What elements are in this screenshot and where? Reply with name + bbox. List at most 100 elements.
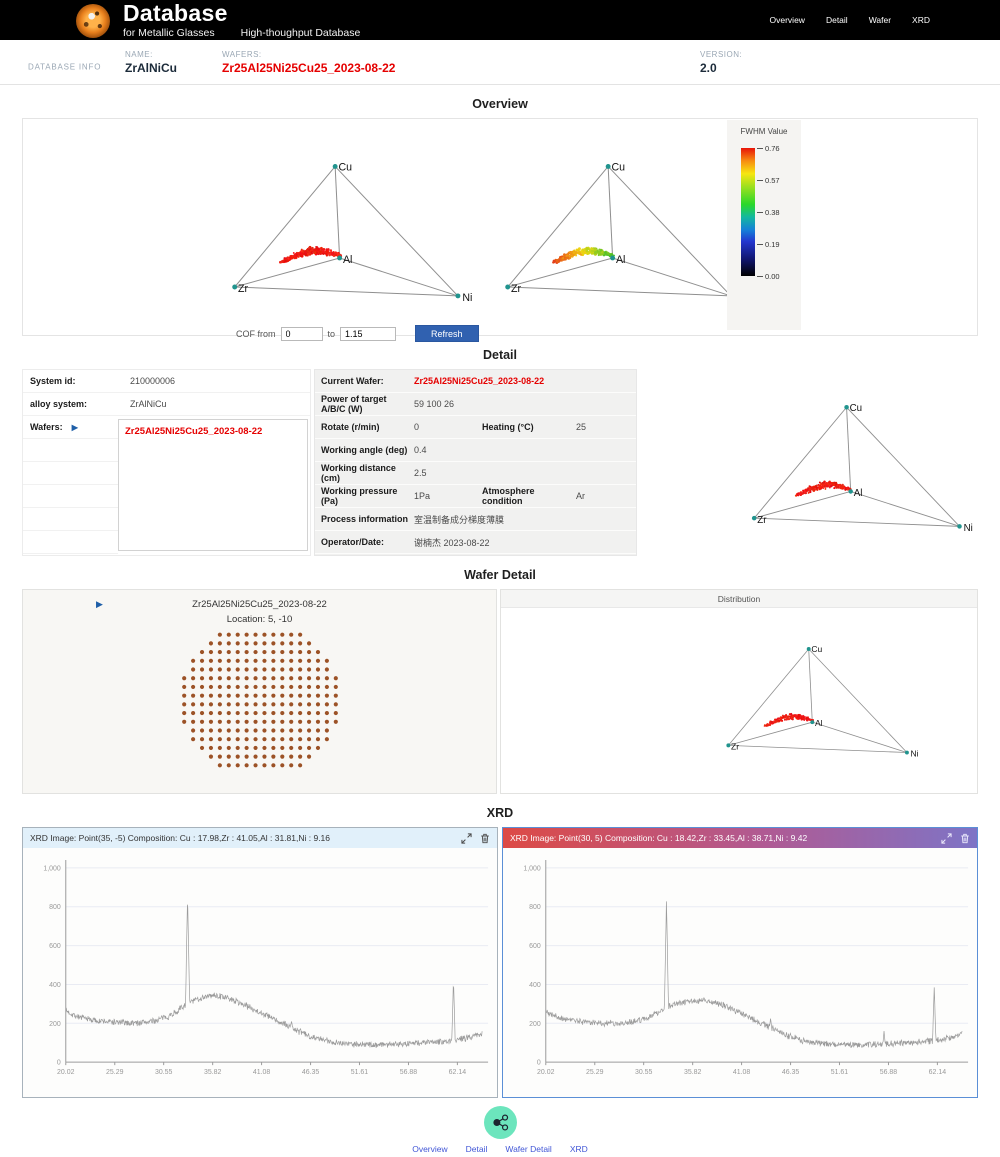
svg-text:Zr: Zr [757, 515, 767, 526]
svg-text:20.02: 20.02 [57, 1069, 75, 1076]
trash-icon[interactable] [480, 833, 490, 844]
wafer-dot-map[interactable] [176, 627, 344, 773]
svg-text:41.08: 41.08 [253, 1069, 271, 1076]
trash-icon[interactable] [960, 833, 970, 844]
svg-text:Cu: Cu [338, 161, 352, 173]
svg-text:600: 600 [49, 943, 61, 950]
cof-from-label: COF from [236, 328, 276, 339]
wafer-location-label: Location: 5, -10 [226, 614, 293, 625]
param-value: Ar [576, 491, 585, 501]
cof-to-input[interactable] [340, 326, 397, 341]
system-info-value: ZrAlNiCu [118, 393, 310, 416]
top-nav-overview[interactable]: Overview [769, 15, 805, 25]
svg-text:51.61: 51.61 [831, 1069, 849, 1076]
cof-from-input[interactable] [280, 326, 323, 341]
param-value: 0.4 [414, 445, 427, 455]
version-label: VERSION: [700, 49, 743, 59]
svg-text:Cu: Cu [811, 644, 822, 654]
database-info-label: DATABASE INFO [28, 62, 102, 72]
wafer-prev-arrow-icon[interactable]: ▶ [96, 599, 103, 609]
param-value: 2.5 [414, 468, 427, 478]
page-footer: Overview Detail Wafer Detail XRD [0, 1106, 1000, 1157]
cof-filter-row: COF from to Refresh [236, 325, 479, 342]
svg-text:51.61: 51.61 [351, 1069, 369, 1076]
footer-link-overview[interactable]: Overview [412, 1144, 448, 1154]
param-value: Zr25Al25Ni25Cu25_2023-08-22 [414, 376, 545, 386]
param-label: Working distance (cm) [321, 463, 396, 483]
svg-text:200: 200 [529, 1021, 541, 1028]
svg-text:46.35: 46.35 [782, 1069, 800, 1076]
svg-text:0: 0 [537, 1060, 541, 1067]
top-nav-detail[interactable]: Detail [825, 15, 848, 25]
system-info-label [23, 462, 118, 485]
app-logo-atomic-cluster-icon [76, 4, 110, 38]
param-label: Rotate (r/min) [321, 422, 380, 432]
footer-link-wafer-detail[interactable]: Wafer Detail [505, 1144, 552, 1154]
top-nav-wafer[interactable]: Wafer [868, 15, 892, 25]
expand-icon[interactable] [461, 832, 472, 844]
svg-text:62.14: 62.14 [929, 1069, 947, 1076]
svg-text:Ni: Ni [964, 523, 973, 534]
svg-text:30.55: 30.55 [635, 1069, 653, 1076]
svg-text:Al: Al [616, 254, 625, 266]
xrd-panel-2: XRD Image: Point(30, 5) Composition: Cu … [502, 827, 978, 1098]
fwhm-legend-tick: 0.00 [757, 272, 780, 281]
param-value: 谢楠杰 2023-08-22 [414, 537, 490, 548]
app-header: Database for Metallic Glasses High-thoug… [0, 0, 1000, 40]
svg-text:Al: Al [854, 488, 863, 499]
detail-diagram-area: Cu Zr Ni Al [640, 369, 978, 556]
param-row: Process information 室温制备成分梯度薄膜 [315, 508, 636, 531]
svg-text:41.08: 41.08 [733, 1069, 751, 1076]
svg-text:56.88: 56.88 [400, 1069, 418, 1076]
svg-text:1,000: 1,000 [523, 865, 541, 872]
name-value: ZrAlNiCu [125, 60, 177, 75]
xrd-section-title: XRD [486, 806, 514, 820]
xrd-header-2-text: XRD Image: Point(30, 5) Composition: Cu … [510, 833, 808, 843]
xrd-chart-area-1: 0 200 400 600 800 1,000 20.02 25.29 30.55 35.82 41… [23, 848, 497, 1097]
xrd-header-1-text: XRD Image: Point(35, -5) Composition: Cu… [30, 833, 331, 843]
param-row: Operator/Date: 谢楠杰 2023-08-22 [315, 531, 636, 554]
quaternary-diagram-distribution[interactable]: Cu Zr Ni Al [723, 640, 923, 774]
wafers-expand-arrow-icon[interactable]: ▶ [71, 422, 78, 432]
footer-link-xrd[interactable]: XRD [569, 1144, 588, 1154]
system-info-label: Wafers: ▶ [23, 416, 118, 439]
xrd-header-1: XRD Image: Point(35, -5) Composition: Cu… [23, 828, 497, 848]
wafer-detail-section: ▶ Zr25Al25Ni25Cu25_2023-08-22 Location: … [22, 589, 978, 794]
fwhm-colorbar-legend: FWHM Value 0.76 0.57 0.38 0.19 0.00 [727, 120, 801, 330]
quaternary-diagram-cof[interactable]: Cu Zr Ni Al [228, 155, 478, 323]
wafers-value[interactable]: Zr25Al25Ni25Cu25_2023-08-22 [222, 60, 396, 75]
wafer-list-item[interactable]: Zr25Al25Ni25Cu25_2023-08-22 [125, 426, 263, 437]
footer-link-detail[interactable]: Detail [465, 1144, 488, 1154]
database-info-bar: DATABASE INFO NAME: ZrAlNiCu WAFERS: Zr2… [0, 40, 1000, 85]
fwhm-legend-tick: 0.76 [757, 144, 780, 153]
svg-text:56.88: 56.88 [880, 1069, 898, 1076]
share-button[interactable] [483, 1106, 517, 1139]
xrd-chart-1[interactable]: 0 200 400 600 800 1,000 20.02 25.29 30.55 35.82 41… [23, 848, 497, 1097]
quaternary-diagram-detail[interactable]: Cu Zr Ni Al [748, 397, 978, 551]
refresh-button[interactable]: Refresh [415, 325, 479, 342]
fwhm-legend-tick: 0.38 [757, 208, 780, 217]
svg-text:800: 800 [529, 904, 541, 911]
fwhm-colorbar [741, 148, 755, 276]
xrd-panel-1: XRD Image: Point(35, -5) Composition: Cu… [22, 827, 498, 1098]
app-title: Database [123, 0, 228, 26]
param-label: Power of target A/B/C (W) [321, 394, 387, 414]
param-label: Atmosphere condition [482, 486, 535, 506]
top-nav-xrd[interactable]: XRD [912, 15, 930, 25]
system-info-value: 210000006 [118, 370, 310, 393]
param-row: Power of target A/B/C (W) 59 100 26 [315, 393, 636, 416]
wafer-map-title: Zr25Al25Ni25Cu25_2023-08-22 [192, 599, 327, 610]
wafer-detail-section-title: Wafer Detail [464, 568, 536, 582]
param-label: Current Wafer: [321, 376, 384, 386]
svg-text:Ni: Ni [911, 749, 919, 759]
param-value: 室温制备成分梯度薄膜 [414, 514, 505, 525]
svg-text:20.02: 20.02 [537, 1069, 555, 1076]
expand-icon[interactable] [941, 832, 952, 844]
param-label: Working pressure (Pa) [321, 486, 398, 506]
svg-text:200: 200 [49, 1021, 61, 1028]
wafer-params-table: Current Wafer: Zr25Al25Ni25Cu25_2023-08-2… [314, 369, 637, 556]
svg-text:35.82: 35.82 [684, 1069, 702, 1076]
app-subtitle-2: High-thoughput Database [240, 26, 361, 39]
xrd-chart-2[interactable]: 0 200 400 600 800 1,000 20.02 25.29 30.55 35.82 41… [503, 848, 977, 1097]
